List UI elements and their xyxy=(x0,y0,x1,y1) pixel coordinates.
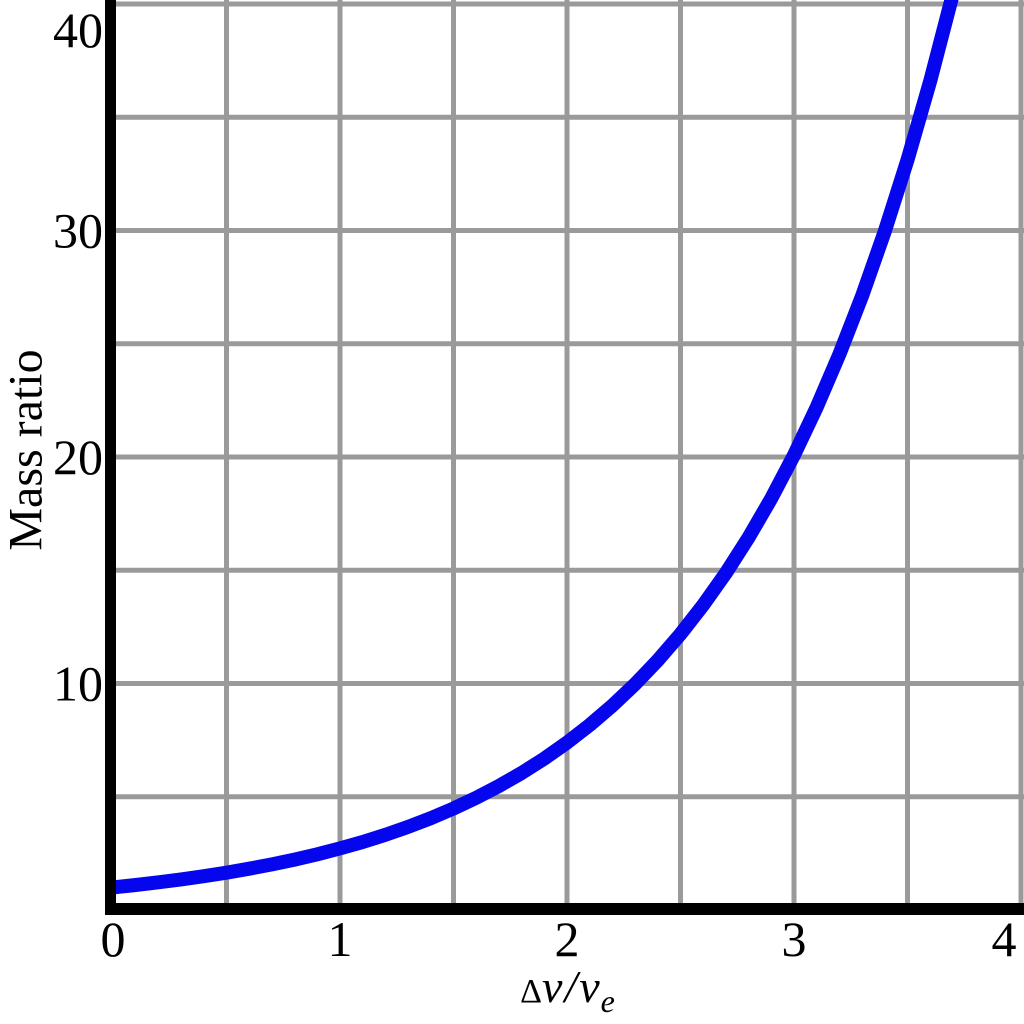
x-tick-label: 2 xyxy=(555,911,580,967)
x-axis-title-v: v xyxy=(542,961,563,1012)
delta-symbol: Δ xyxy=(520,973,543,1010)
y-tick-label: 20 xyxy=(53,429,103,485)
x-axis-title-ve: v xyxy=(579,961,600,1012)
y-tick-label: 30 xyxy=(53,203,103,259)
x-tick-label: 1 xyxy=(328,911,353,967)
x-axis-title-slash: / xyxy=(564,961,578,1012)
x-tick-label: 3 xyxy=(782,911,807,967)
x-tick-label: 0 xyxy=(101,911,126,967)
curve-mass-ratio xyxy=(113,0,959,895)
y-axis-title: Mass ratio xyxy=(0,349,54,550)
x-tick-label: 4 xyxy=(992,911,1017,967)
x-axis-title-subscript: e xyxy=(600,983,615,1019)
y-tick-label: 40 xyxy=(53,2,103,58)
y-axis-title-text: Mass ratio xyxy=(0,349,53,551)
x-axis-title: Δv/ve xyxy=(520,960,615,1019)
y-tick-label: 10 xyxy=(53,656,103,712)
